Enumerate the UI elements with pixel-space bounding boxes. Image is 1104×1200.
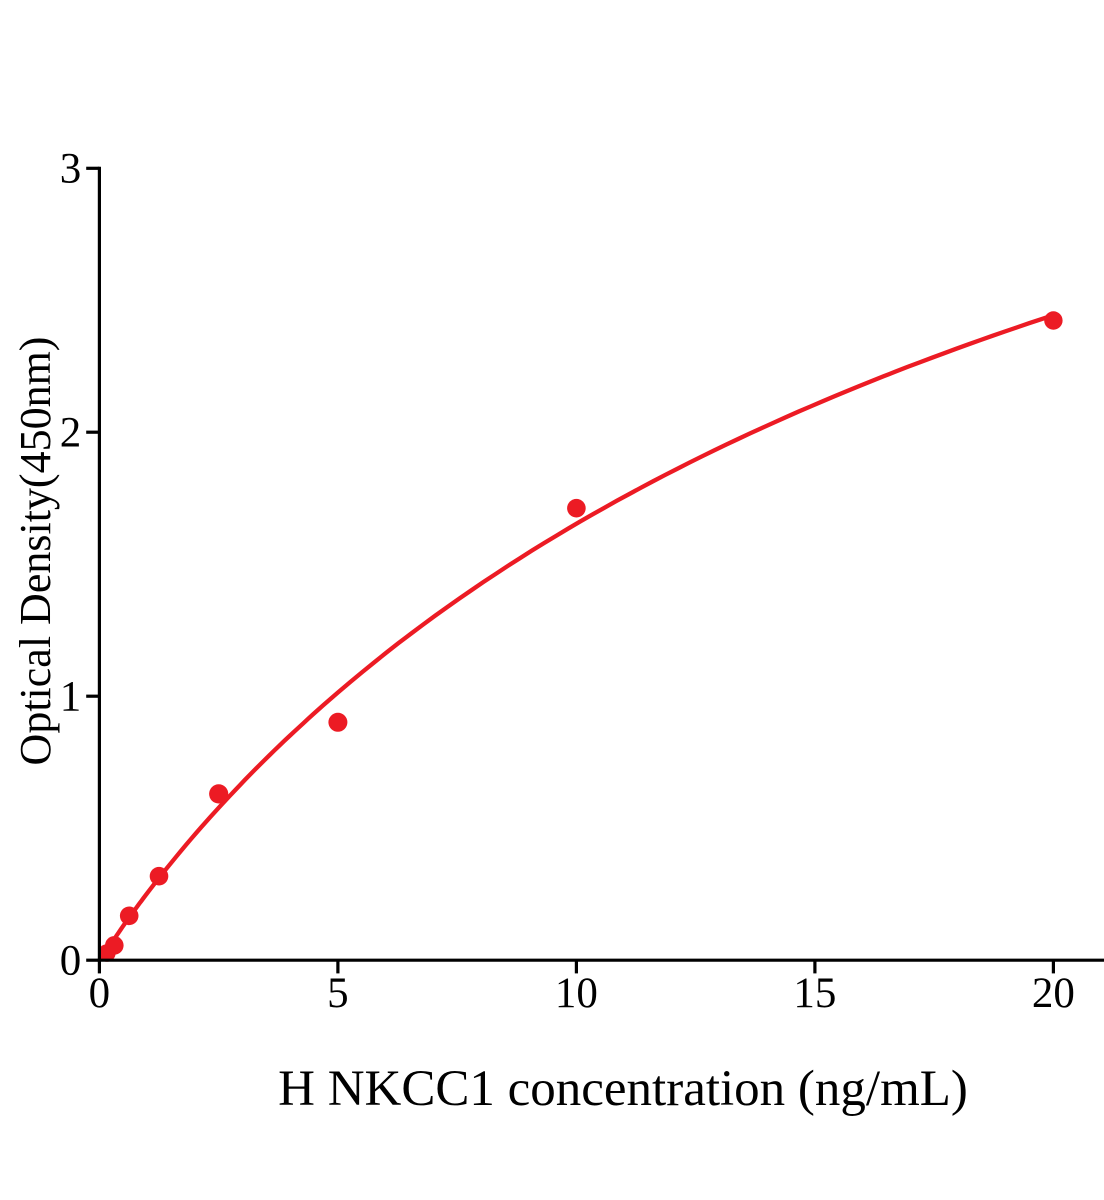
svg-text:5: 5	[327, 970, 349, 1017]
svg-text:0: 0	[89, 970, 111, 1017]
svg-text:1: 1	[60, 673, 82, 720]
svg-text:3: 3	[60, 146, 82, 193]
svg-text:0: 0	[60, 937, 82, 984]
svg-text:15: 15	[793, 970, 836, 1017]
svg-text:2: 2	[60, 409, 82, 456]
svg-text:20: 20	[1032, 970, 1075, 1017]
svg-text:10: 10	[555, 970, 598, 1017]
svg-text:H NKCC1 concentration (ng/mL): H NKCC1 concentration (ng/mL)	[278, 1061, 968, 1117]
svg-text:Optical Density(450nm): Optical Density(450nm)	[11, 337, 60, 766]
